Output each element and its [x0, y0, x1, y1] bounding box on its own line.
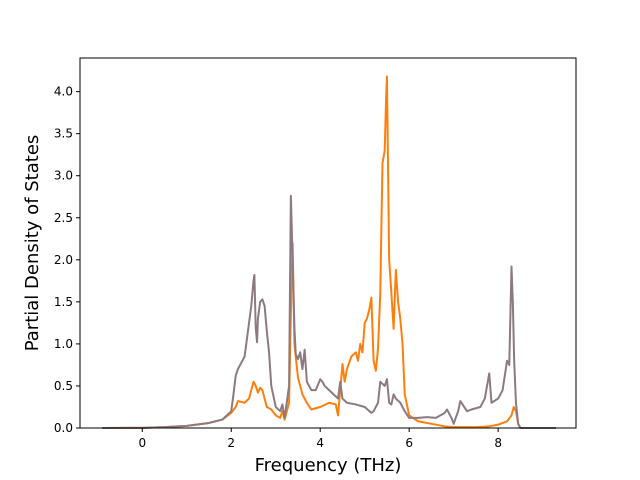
y-tick-label: 2.0: [54, 253, 73, 267]
x-axis-label: Frequency (THz): [255, 455, 402, 476]
x-tick-label: 4: [316, 436, 324, 450]
y-tick-label: 4.0: [54, 85, 73, 99]
series-line-1: [102, 75, 556, 429]
y-tick-label: 1.0: [54, 337, 73, 351]
series-layer: [102, 75, 556, 429]
y-tick-label: 0.5: [54, 379, 73, 393]
y-axis-label: Partial Density of States: [22, 135, 43, 352]
y-tick-label: 2.5: [54, 211, 73, 225]
y-axis-ticks: 0.0 0.5 1.0 1.5 2.0 2.5 3.0 3.5 4.0: [54, 85, 80, 435]
series-line-2: [102, 194, 556, 429]
x-tick-label: 0: [138, 436, 146, 450]
plot-frame: [79, 57, 577, 429]
x-tick-label: 6: [405, 436, 413, 450]
y-tick-label: 3.5: [54, 127, 73, 141]
y-tick-label: 0.0: [54, 421, 73, 435]
x-axis-ticks: 0 2 4 6 8: [138, 428, 502, 450]
x-tick-label: 8: [494, 436, 502, 450]
x-tick-label: 2: [227, 436, 235, 450]
y-tick-label: 3.0: [54, 169, 73, 183]
y-tick-label: 1.5: [54, 295, 73, 309]
